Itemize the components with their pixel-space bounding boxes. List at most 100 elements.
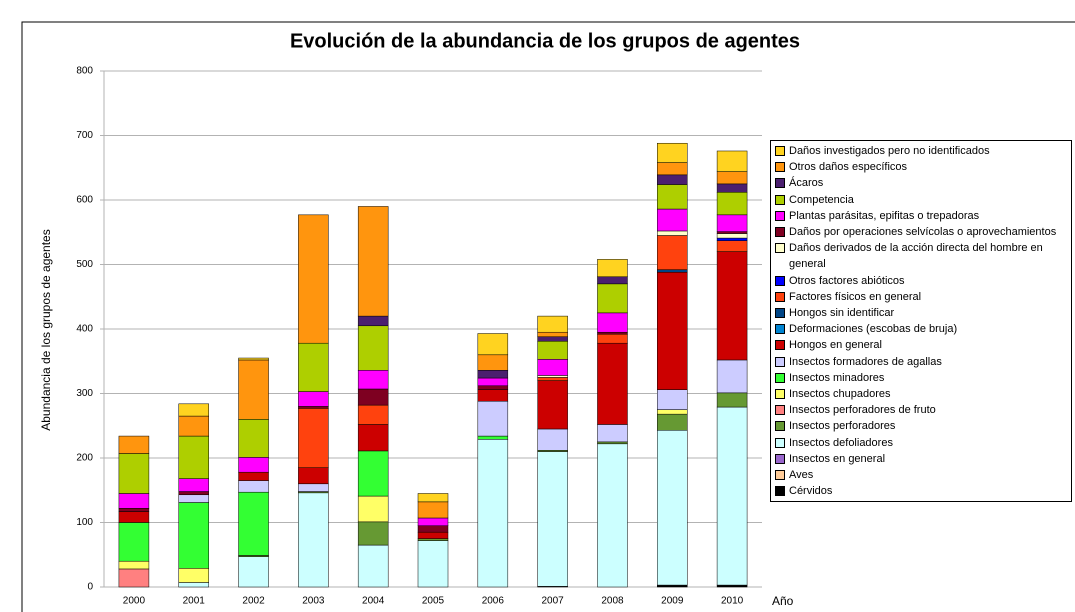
bar-segment (238, 471, 269, 481)
bar-segment (537, 331, 568, 337)
bar-segment (537, 341, 568, 360)
y-tick-label: 300 (76, 388, 93, 399)
bar-segment (537, 428, 568, 451)
legend-item: Deformaciones (escobas de bruja) (775, 321, 1067, 337)
bar-segment (597, 333, 628, 344)
bar-segment (597, 259, 628, 278)
legend-label: Competencia (789, 193, 854, 206)
bar-segment (118, 511, 150, 523)
bar-segment (417, 525, 449, 533)
legend-label: Insectos perforadores (789, 420, 896, 433)
chart-title: Evolución de la abundancia de los grupos… (290, 30, 800, 52)
bar-segment (178, 494, 209, 503)
bar-segment (118, 435, 150, 454)
bar-segment (298, 214, 329, 344)
legend-swatch (775, 470, 785, 481)
bar-segment (477, 385, 509, 390)
bar-segment (657, 430, 688, 586)
bar-segment (657, 269, 688, 273)
bar-segment (716, 584, 748, 588)
bar-segment (357, 424, 389, 452)
legend-item: Cérvidos (775, 483, 1067, 499)
bar-segment (657, 174, 688, 185)
bar-segment (178, 502, 209, 569)
legend-item: Factores físicos en general (775, 289, 1067, 305)
bar-segment (657, 409, 688, 415)
bar-segment (657, 142, 688, 163)
legend-swatch (775, 453, 785, 464)
x-tick-label: 2008 (601, 596, 624, 607)
bar-segment (657, 162, 688, 176)
bar-segment (537, 380, 568, 430)
bar-segment (597, 331, 628, 335)
legend-swatch (775, 194, 785, 205)
bar-segment (417, 531, 449, 539)
bar-segment (238, 491, 269, 556)
bar-segment (597, 424, 628, 443)
legend-label: Aves (789, 469, 814, 482)
legend-item: Insectos perforadores (775, 418, 1067, 434)
bar-segment (657, 184, 688, 210)
bar-segment (178, 435, 209, 479)
legend-item: Ácaros (775, 175, 1067, 191)
bar-segment (537, 359, 568, 376)
legend-item: Otros daños específicos (775, 159, 1067, 175)
bar-segment (597, 441, 628, 445)
legend-swatch (775, 178, 785, 189)
legend-swatch (775, 275, 785, 286)
bar-segment (657, 413, 688, 431)
bar-segment (537, 451, 568, 587)
legend-item: Insectos defoliadores (775, 435, 1067, 451)
bar-segment (178, 568, 209, 583)
bar-segment (716, 214, 748, 232)
bar-segment (298, 467, 329, 485)
legend-swatch (775, 486, 785, 497)
bar-segment (537, 336, 568, 342)
bar-segment (477, 354, 509, 371)
legend-label: Daños por operaciones selvícolas o aprov… (789, 226, 1057, 239)
x-axis-label: Año (772, 594, 794, 608)
bar-segment (477, 370, 509, 379)
bar-segment (298, 492, 329, 588)
x-tick-label: 2001 (183, 596, 206, 607)
bar-segment (178, 582, 209, 588)
bar-segment (178, 491, 209, 496)
legend-item: Insectos en general (775, 451, 1067, 467)
bar-segment (178, 478, 209, 492)
bar-segment (716, 183, 748, 193)
legend-item: Otros factores abióticos (775, 273, 1067, 289)
bar-segment (357, 388, 389, 406)
bar-segment (357, 521, 389, 546)
bar-segment (238, 357, 269, 361)
legend-label: Otros factores abióticos (789, 274, 905, 287)
bar-segment (238, 419, 269, 458)
legend: Daños investigados pero no identificados… (770, 140, 1072, 503)
x-tick-label: 2007 (542, 596, 565, 607)
legend-item: Daños derivados de la acción directa del… (775, 240, 1067, 272)
bar-segment (118, 568, 150, 588)
legend-swatch (775, 405, 785, 416)
y-tick-label: 500 (76, 259, 93, 270)
bar-segment (716, 150, 748, 172)
bar-segment (477, 400, 509, 437)
bar-segment (118, 493, 150, 509)
x-tick-label: 2005 (422, 596, 445, 607)
legend-item: Insectos chupadores (775, 386, 1067, 402)
x-tick-label: 2000 (123, 596, 146, 607)
y-tick-label: 600 (76, 195, 93, 206)
x-tick-label: 2006 (482, 596, 505, 607)
legend-item: Daños por operaciones selvícolas o aprov… (775, 224, 1067, 240)
bar-segment (357, 404, 389, 425)
bar-segment (477, 435, 509, 440)
y-tick-label: 400 (76, 324, 93, 335)
bar-segment (477, 377, 509, 387)
bar-segment (716, 171, 748, 185)
legend-swatch (775, 308, 785, 319)
bar-segment (477, 333, 509, 356)
legend-item: Hongos sin identificar (775, 305, 1067, 321)
bar-segment (597, 283, 628, 314)
legend-swatch (775, 210, 785, 221)
bar-segment (597, 342, 628, 425)
bar-segment (357, 544, 389, 588)
